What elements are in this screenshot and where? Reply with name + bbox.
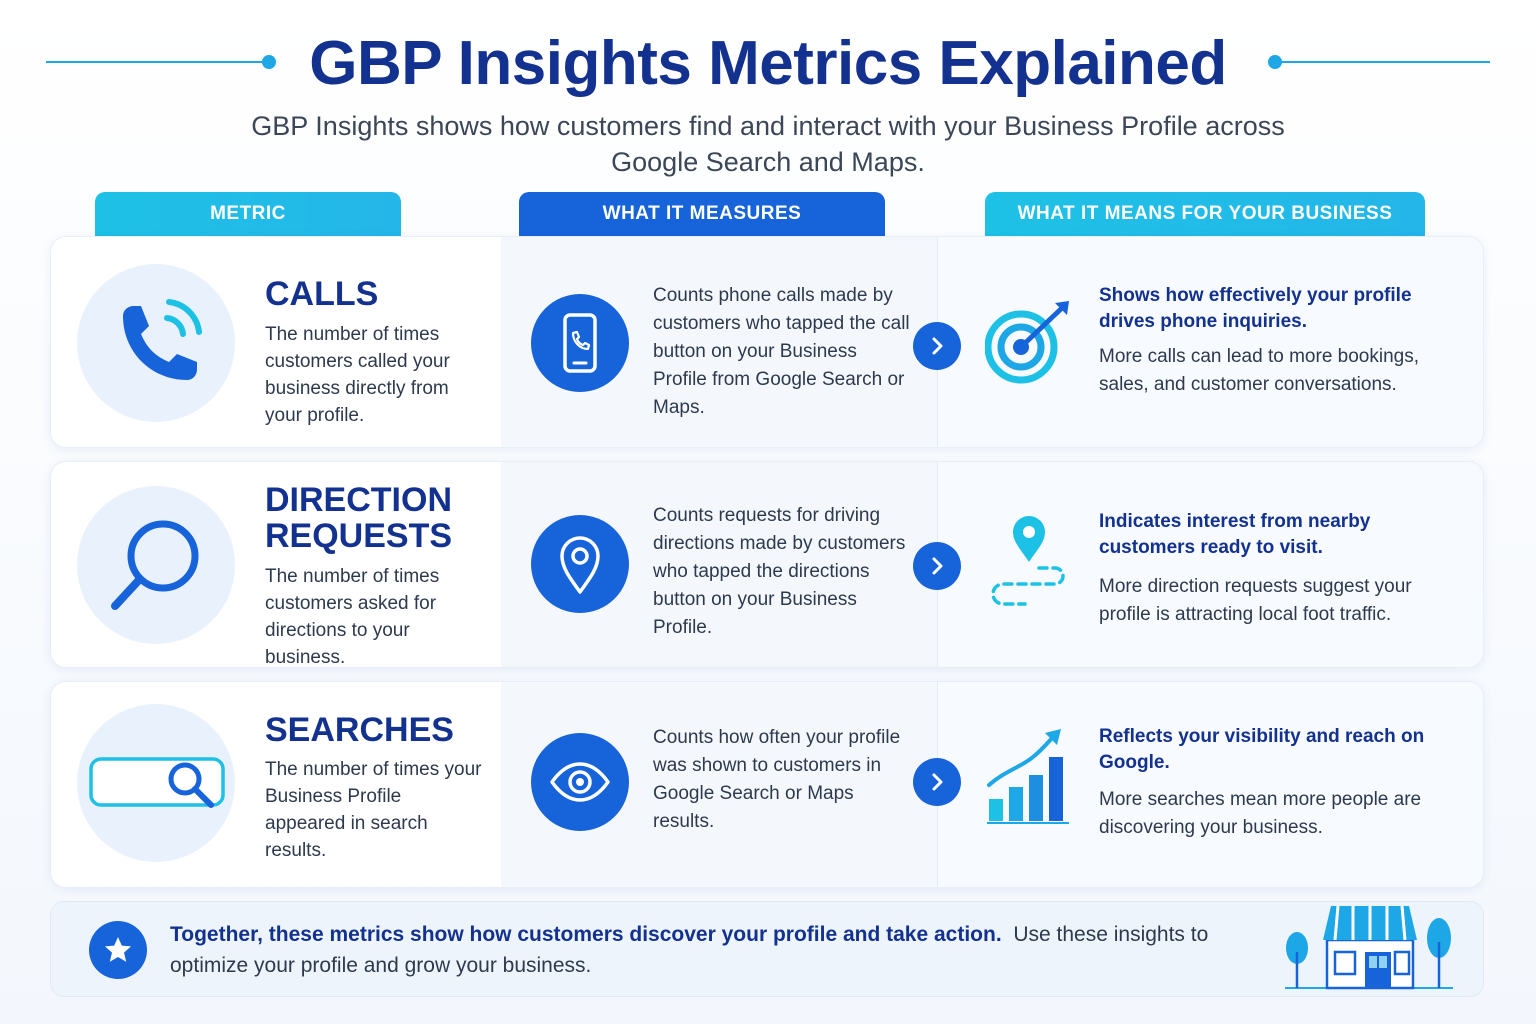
metric-row-direction-requests: DIRECTION REQUESTS The number of times c…	[50, 461, 1484, 668]
metric-description: The number of times customers called you…	[265, 324, 450, 426]
map-pin-icon	[531, 515, 629, 613]
mobile-phone-icon	[531, 294, 629, 392]
measure-description: Counts requests for driving directions m…	[653, 505, 906, 638]
summary-footer: Together, these metrics show how custome…	[50, 901, 1484, 997]
growth-chart-icon	[985, 729, 1075, 824]
search-bar-icon	[77, 704, 235, 862]
title-dot-right	[1268, 55, 1282, 69]
eye-icon	[531, 733, 629, 831]
page-title: GBP Insights Metrics Explained	[309, 29, 1227, 98]
meaning-description: More calls can lead to more bookings, sa…	[1099, 346, 1419, 395]
star-icon	[89, 921, 147, 979]
column-header-measures: WHAT IT MEASURES	[519, 192, 885, 236]
measure-description: Counts phone calls made by customers who…	[653, 285, 910, 418]
target-icon	[985, 297, 1075, 387]
chevron-right-icon[interactable]	[913, 322, 961, 370]
page-subtitle: GBP Insights shows how customers find an…	[251, 111, 1285, 177]
footer-text: Together, these metrics show how custome…	[170, 919, 1210, 981]
metric-description: The number of times your Business Profil…	[265, 759, 482, 861]
storefront-icon	[1283, 902, 1463, 1001]
meaning-cell	[937, 682, 1483, 887]
meaning-description: More searches mean more people are disco…	[1099, 789, 1422, 838]
metric-title: SEARCHES	[265, 711, 454, 749]
measure-description: Counts how often your profile was shown …	[653, 727, 901, 832]
chevron-right-icon[interactable]	[913, 542, 961, 590]
magnifier-icon	[77, 486, 235, 644]
meaning-heading: Shows how effectively your profile drive…	[1099, 285, 1412, 332]
metric-row-calls: CALLS The number of times customers call…	[50, 236, 1484, 448]
meaning-heading: Indicates interest from nearby customers…	[1099, 511, 1371, 558]
footer-bold-text: Together, these metrics show how custome…	[170, 923, 1002, 946]
phone-call-icon	[77, 264, 235, 422]
meaning-cell	[937, 462, 1483, 667]
metric-row-searches: SEARCHES The number of times your Busine…	[50, 681, 1484, 888]
chevron-right-icon[interactable]	[913, 758, 961, 806]
title-line-right	[1276, 61, 1490, 63]
metric-description: The number of times customers asked for …	[265, 566, 440, 668]
meaning-heading: Reflects your visibility and reach on Go…	[1099, 726, 1425, 773]
footer-regular-text: Use these insights to optimize your prof…	[170, 923, 1209, 977]
column-header-metric: METRIC	[95, 192, 401, 236]
metric-title: CALLS	[265, 275, 379, 313]
column-header-meaning: WHAT IT MEANS FOR YOUR BUSINESS	[985, 192, 1425, 236]
title-line-left	[46, 61, 268, 63]
meaning-description: More direction requests suggest your pro…	[1099, 576, 1412, 625]
title-dot-left	[262, 55, 276, 69]
metric-title: DIRECTION REQUESTS	[265, 481, 453, 555]
route-pin-icon	[985, 516, 1075, 607]
